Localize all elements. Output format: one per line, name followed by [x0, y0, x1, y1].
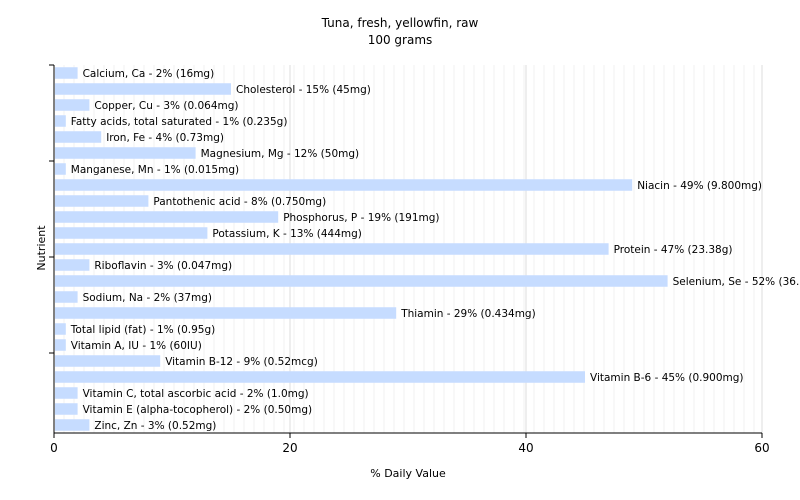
bar-label: Copper, Cu - 3% (0.064mg) [94, 100, 238, 112]
bar [55, 83, 231, 95]
bar [55, 387, 78, 399]
bar-label: Niacin - 49% (9.800mg) [637, 180, 762, 192]
x-tick-label: 0 [50, 441, 58, 455]
bar-label: Calcium, Ca - 2% (16mg) [83, 68, 215, 80]
y-axis-label: Nutrient [35, 225, 48, 271]
bar-label: Vitamin E (alpha-tocopherol) - 2% (0.50m… [83, 404, 313, 416]
bar [55, 147, 196, 159]
bar [55, 195, 149, 207]
bar-label: Iron, Fe - 4% (0.73mg) [106, 132, 224, 144]
bar-label: Protein - 47% (23.38g) [614, 244, 733, 256]
bar-label: Zinc, Zn - 3% (0.52mg) [94, 420, 216, 432]
bar [55, 115, 66, 127]
bar-label: Pantothenic acid - 8% (0.750mg) [153, 196, 326, 208]
bar-label: Cholesterol - 15% (45mg) [236, 84, 371, 96]
bar [55, 355, 161, 367]
bar-label: Magnesium, Mg - 12% (50mg) [201, 148, 360, 160]
bar [55, 67, 78, 79]
bar-label: Vitamin B-12 - 9% (0.52mcg) [165, 356, 318, 368]
bars: Calcium, Ca - 2% (16mg) Cholesterol - 15%… [55, 67, 800, 432]
bar-label: Thiamin - 29% (0.434mg) [400, 308, 536, 320]
bar [55, 419, 90, 431]
bar-label: Vitamin B-6 - 45% (0.900mg) [590, 372, 744, 384]
bar-label: Selenium, Se - 52% (36.5mcg) [673, 276, 800, 288]
bar-label: Manganese, Mn - 1% (0.015mg) [71, 164, 239, 176]
bar [55, 403, 78, 415]
bar [55, 131, 102, 143]
bar [55, 307, 397, 319]
bar [55, 339, 66, 351]
bar [55, 259, 90, 271]
bar [55, 323, 66, 335]
bar-label: Vitamin A, IU - 1% (60IU) [71, 340, 202, 352]
axes: 0 20 40 60 [49, 64, 770, 455]
chart-title: Tuna, fresh, yellowfin, raw [321, 16, 479, 30]
x-tick-label: 20 [282, 441, 297, 455]
bar [55, 243, 609, 255]
bar-label: Sodium, Na - 2% (37mg) [83, 292, 212, 304]
bar [55, 211, 279, 223]
bar [55, 291, 78, 303]
bar-label: Fatty acids, total saturated - 1% (0.235… [71, 116, 288, 128]
x-tick-label: 60 [754, 441, 769, 455]
bar [55, 227, 208, 239]
bar-label: Potassium, K - 13% (444mg) [212, 228, 362, 240]
bar [55, 99, 90, 111]
bar [55, 163, 66, 175]
bar-label: Total lipid (fat) - 1% (0.95g) [70, 324, 215, 336]
bar-label: Vitamin C, total ascorbic acid - 2% (1.0… [83, 388, 309, 400]
chart-subtitle: 100 grams [368, 33, 433, 47]
bar [55, 371, 585, 383]
bar-label: Phosphorus, P - 19% (191mg) [283, 212, 439, 224]
bar-label: Riboflavin - 3% (0.047mg) [94, 260, 232, 272]
bar [55, 179, 633, 191]
x-tick-label: 40 [518, 441, 533, 455]
bar [55, 275, 668, 287]
x-axis-label: % Daily Value [370, 467, 446, 480]
